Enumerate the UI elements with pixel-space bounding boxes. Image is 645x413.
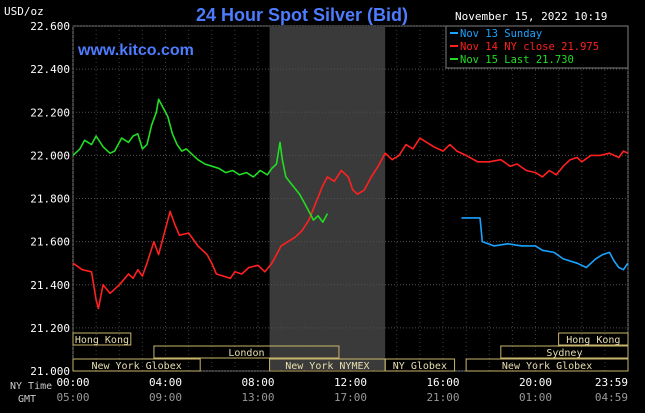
y-tick-label: 21.800 [30,193,70,206]
session-box [465,358,629,372]
session-bars: Hong Kong Hong Kong London Sydney New York G… [72,332,629,372]
series-lines [72,98,629,310]
chart-title: 24 Hour Spot Silver (Bid) [196,5,408,25]
ny-time-label: NY Time [10,381,52,392]
session-label: NY Globex [393,361,447,372]
x-tick-label-ny: 23:59 [595,376,628,389]
session-box [72,332,132,346]
site-watermark: www.kitco.com [77,42,194,59]
session-box [153,345,340,359]
x-tick-labels: 00:00 04:00 08:00 12:00 16:00 20:00 23:59 05:00… [56,376,628,404]
series-line [72,137,629,310]
legend-box [445,25,629,69]
session-label: New York NYMEX [285,361,369,372]
x-tick-label-gmt: 17:00 [334,391,367,404]
x-tick-label-gmt: 04:59 [595,391,628,404]
timestamp: November 15, 2022 10:19 [455,10,607,23]
session-box [500,345,629,359]
y-tick-label: 22.600 [30,20,70,33]
session-box [72,358,201,372]
y-tick-label: 21.400 [30,279,70,292]
x-tick-label-gmt: 21:00 [426,391,459,404]
gmt-label: GMT [18,394,36,405]
x-tick-label-ny: 04:00 [149,376,182,389]
legend-entry: Nov 14 NY close 21.975 [460,41,599,53]
x-tick-label-gmt: 05:00 [56,391,89,404]
legend-entry: Nov 13 Sunday [460,28,542,40]
y-tick-label: 21.200 [30,322,70,335]
series-line [72,98,329,223]
y-tick-label: 22.200 [30,106,70,119]
session-label: New York Globex [502,361,592,372]
session-box [384,358,456,372]
x-tick-label-ny: 12:00 [334,376,367,389]
y-tick-labels: 21.000 21.200 21.400 21.600 21.800 22.000 22.2… [30,20,70,378]
session-label: London [228,348,264,359]
grid [72,25,629,372]
x-tick-label-gmt: 09:00 [149,391,182,404]
session-label: Hong Kong [75,335,129,346]
session-label: New York Globex [91,361,181,372]
x-tick-label-ny: 20:00 [519,376,552,389]
session-label: Sydney [546,348,582,359]
x-tick-label-ny: 00:00 [56,376,89,389]
series-line [461,217,629,271]
x-tick-label-ny: 16:00 [426,376,459,389]
y-tick-label: 22.400 [30,63,70,76]
y-tick-label: 21.600 [30,236,70,249]
legend-entry: Nov 15 Last 21.730 [460,54,574,66]
y-unit-label: USD/oz [4,5,44,18]
x-tick-label-ny: 08:00 [241,376,274,389]
y-tick-label: 22.000 [30,149,70,162]
y-tick-label: 21.000 [30,365,70,378]
session-box [558,332,629,346]
x-tick-label-gmt: 01:00 [519,391,552,404]
session-label: Hong Kong [566,335,620,346]
x-tick-label-gmt: 13:00 [241,391,274,404]
